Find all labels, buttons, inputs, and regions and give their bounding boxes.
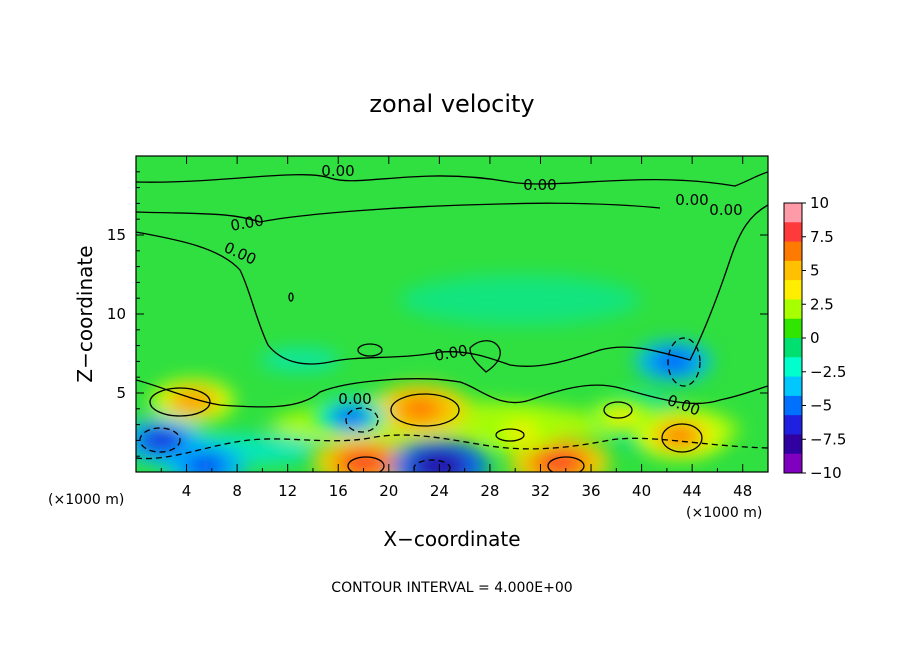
- colorbar-tick-label-7: −7.5: [810, 430, 846, 448]
- contour-small-d: [603, 401, 633, 419]
- x-tick-label-40: 40: [632, 482, 651, 500]
- heatmap-cell-1-core: [182, 394, 204, 408]
- contour-label-4: 0.00: [709, 201, 742, 219]
- y-axis-title: Z−coordinate: [73, 245, 97, 382]
- heatmap-cell-2-core: [150, 433, 173, 447]
- x-tick-label-16: 16: [329, 482, 348, 500]
- contour-max-bottom-a: [347, 456, 385, 472]
- contour-label-8: 0.00: [338, 390, 371, 408]
- contour-upper-2: [136, 202, 661, 223]
- x-tick-label-36: 36: [581, 482, 600, 500]
- heatmap-cell-10-core: [341, 410, 361, 423]
- contour-label-5: 0.00: [229, 211, 265, 235]
- x-tick-label-12: 12: [278, 482, 297, 500]
- contour-label-3: 0.00: [675, 191, 708, 209]
- contour-max-center: [390, 393, 460, 427]
- contour-low-1: [136, 378, 768, 408]
- x-unit-right: (×1000 m): [686, 505, 762, 521]
- colorbar-segment-2: [784, 222, 802, 243]
- contour-max-right: [661, 423, 703, 453]
- cyan-zone-mid: [400, 275, 640, 325]
- heatmap-cell-8-core: [668, 428, 691, 443]
- colorbar-tick-label-8: −10: [810, 464, 842, 482]
- contour-island: [469, 340, 501, 373]
- x-tick-label-24: 24: [430, 482, 449, 500]
- colorbar-segment-8: [784, 338, 802, 358]
- heatmap-cell-6-core: [408, 401, 433, 417]
- x-unit-left: (×1000 m): [48, 492, 124, 508]
- heatmap-cell-12-core: [614, 411, 632, 422]
- colorbar-tick-label-5: −2.5: [810, 363, 846, 381]
- colorbar-tick-label-2: 5: [810, 262, 820, 280]
- contour-small-a: [288, 292, 294, 302]
- colorbar-segment-14: [784, 453, 802, 474]
- contour-small-b: [357, 343, 383, 357]
- heatmap-cell-3-core: [195, 459, 216, 472]
- x-tick-label-28: 28: [480, 482, 499, 500]
- cyan-zone-mid-left: [260, 348, 340, 372]
- x-axis-title: X−coordinate: [383, 527, 520, 551]
- colorbar-segment-12: [784, 415, 802, 435]
- colorbar-tick-label-1: 7.5: [810, 228, 834, 246]
- colorbar-tick-label-0: 10: [810, 194, 829, 212]
- colorbar-tick-label-3: 2.5: [810, 295, 834, 313]
- colorbar-segment-10: [784, 376, 802, 397]
- chart-title: zonal velocity: [369, 90, 534, 118]
- colorbar-segment-1: [784, 203, 802, 223]
- x-tick-label-44: 44: [683, 482, 702, 500]
- contour-label-2: 0.00: [523, 176, 556, 194]
- contour-max-bottom-b: [547, 456, 585, 472]
- colorbar: [784, 203, 802, 474]
- contour-label-1: 0.00: [321, 162, 354, 180]
- colorbar-segment-13: [784, 434, 802, 455]
- colorbar-segment-4: [784, 260, 802, 281]
- contour-label-7: 0.00: [433, 341, 469, 365]
- contour-large: [136, 204, 768, 367]
- contour-min-right: [667, 337, 701, 387]
- contour-max-left: [149, 387, 211, 417]
- colorbar-segment-9: [784, 357, 802, 378]
- x-tick-label-4: 4: [182, 482, 192, 500]
- contour-upper-1: [136, 171, 768, 187]
- y-tick-label-5: 5: [116, 384, 126, 402]
- colorbar-ticks: 10 7.5 5 2.5 0 −2.5 −5 −7.5 −10: [802, 194, 846, 482]
- x-axis-ticks: 4 8 12 16 20 24 28 32 36 40 44 48: [160, 156, 752, 500]
- contour-small-c: [495, 428, 525, 442]
- colorbar-segment-6: [784, 299, 802, 320]
- contour-labels: 0.00 0.00 0.00 0.00 0.00 0.00 0.00 0.00 …: [221, 162, 743, 419]
- y-tick-label-15: 15: [107, 226, 126, 244]
- x-tick-label-32: 32: [531, 482, 550, 500]
- x-tick-label-20: 20: [379, 482, 398, 500]
- colorbar-segment-11: [784, 395, 802, 416]
- x-tick-label-48: 48: [733, 482, 752, 500]
- contour-low-2: [136, 434, 768, 460]
- heatmap-cell-7-core: [546, 454, 573, 471]
- colorbar-segment-5: [784, 280, 802, 300]
- colorbar-tick-label-4: 0: [810, 329, 820, 347]
- contour-min-center-left: [345, 407, 379, 433]
- x-tick-label-8: 8: [232, 482, 242, 500]
- colorbar-segment-7: [784, 318, 802, 339]
- colorbar-tick-label-6: −5: [810, 397, 832, 415]
- colorbar-segment-3: [784, 241, 802, 262]
- y-axis-ticks: 5 10 15: [107, 171, 768, 457]
- y-tick-label-10: 10: [107, 305, 126, 323]
- contour-interval: CONTOUR INTERVAL = 4.000E+00: [331, 580, 572, 596]
- heatmap-cell-11-core: [512, 426, 531, 439]
